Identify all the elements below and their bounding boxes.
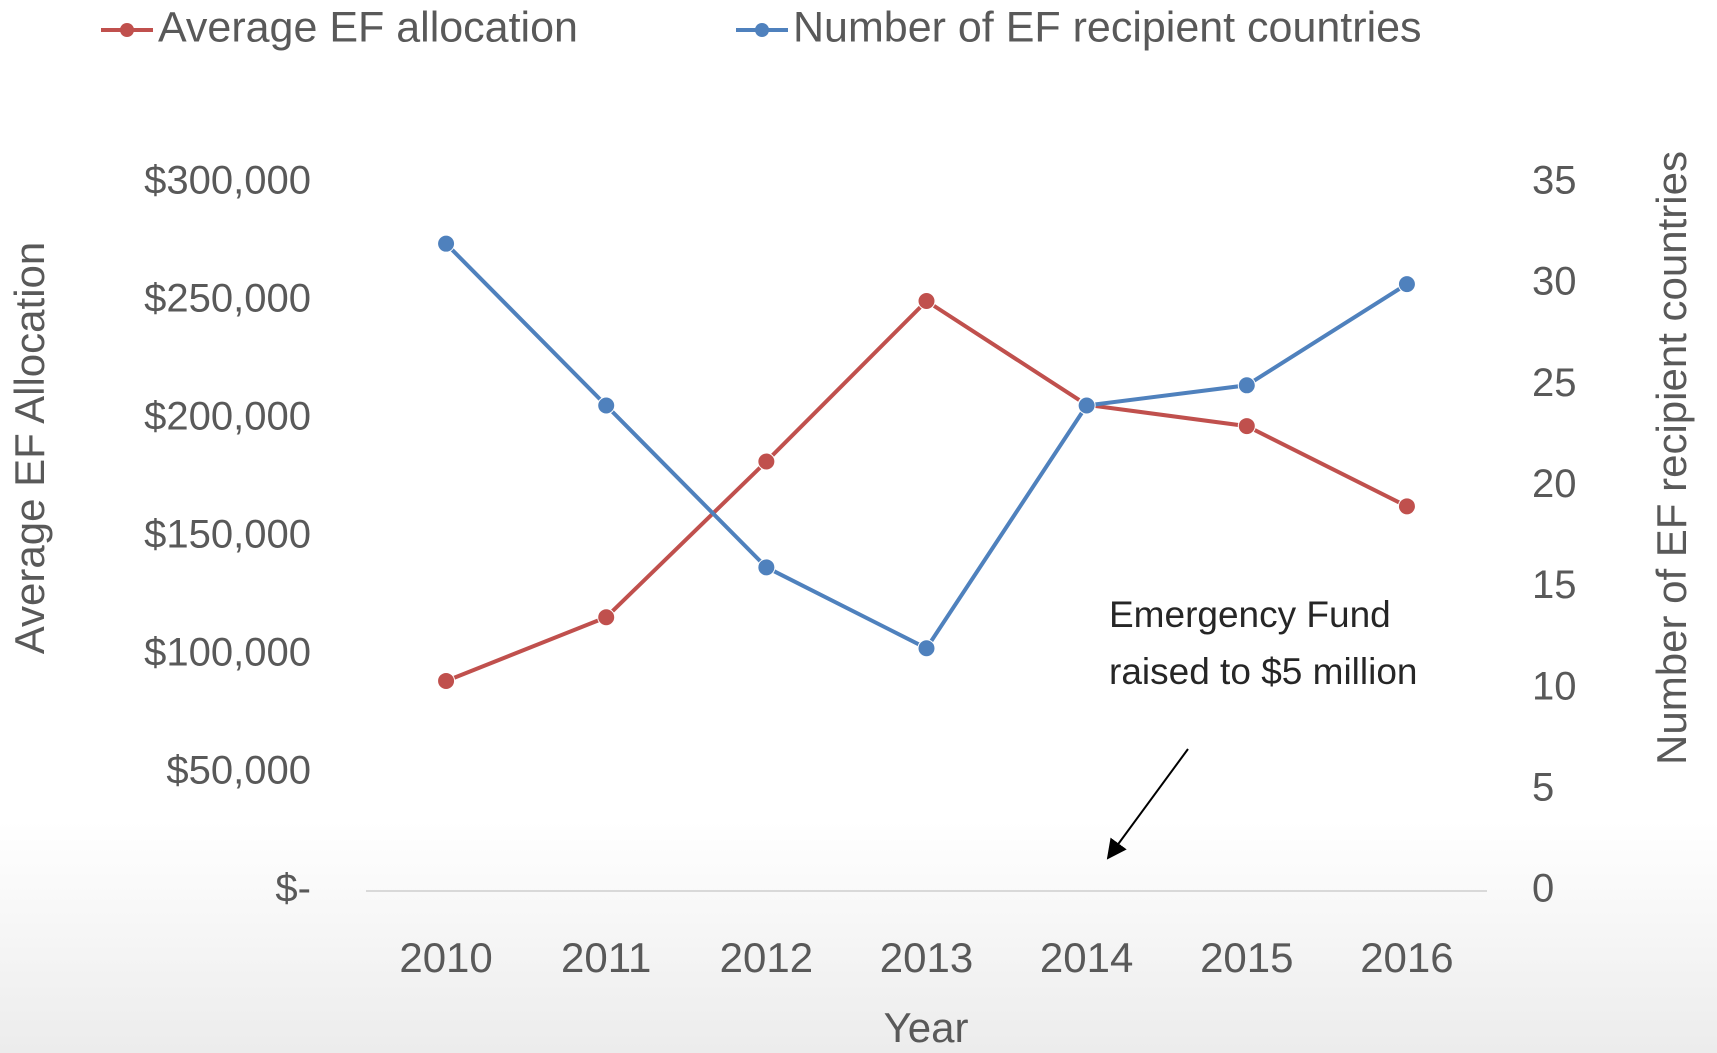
point bbox=[437, 671, 456, 690]
y-tick-label: $150,000 bbox=[144, 513, 311, 557]
legend-marker bbox=[755, 23, 769, 37]
y2-tick-label: 35 bbox=[1532, 159, 1577, 203]
y-tick-label: $50,000 bbox=[166, 749, 311, 793]
point bbox=[1397, 497, 1416, 516]
x-tick-label: 2011 bbox=[561, 934, 651, 981]
y2-tick-label: 5 bbox=[1532, 765, 1554, 809]
x-axis-title: Year bbox=[884, 1004, 969, 1051]
y-tick-label: $300,000 bbox=[144, 159, 311, 203]
point bbox=[757, 558, 776, 577]
point bbox=[757, 452, 776, 471]
y-tick-label: $- bbox=[275, 867, 311, 911]
legend-label: Average EF allocation bbox=[158, 3, 578, 51]
x-tick-label: 2014 bbox=[1040, 934, 1133, 981]
y2-tick-label: 15 bbox=[1532, 563, 1577, 607]
point bbox=[917, 639, 936, 658]
y-tick-label: $100,000 bbox=[144, 631, 311, 675]
annotation: Emergency Fund raised to $5 million bbox=[1109, 594, 1418, 692]
y2-tick-label: 10 bbox=[1532, 664, 1577, 708]
y2-tick-label: 30 bbox=[1532, 260, 1577, 304]
y2-tick-label: 0 bbox=[1532, 867, 1554, 911]
x-tick-label: 2016 bbox=[1360, 934, 1453, 981]
y-tick-label: $250,000 bbox=[144, 277, 311, 321]
legend-label: Number of EF recipient countries bbox=[793, 3, 1422, 51]
point bbox=[917, 292, 936, 310]
point bbox=[1237, 376, 1256, 395]
x-tick-label: 2013 bbox=[880, 934, 973, 981]
point bbox=[1077, 396, 1096, 415]
point bbox=[437, 234, 456, 253]
legend-marker bbox=[120, 23, 134, 37]
point bbox=[1397, 275, 1416, 294]
annotation-arrow bbox=[1106, 748, 1189, 860]
point bbox=[597, 396, 616, 415]
y-tick-label: $200,000 bbox=[144, 395, 311, 439]
point bbox=[597, 608, 616, 627]
x-tick-label: 2015 bbox=[1200, 934, 1293, 981]
y-axis-title: Average EF Allocation bbox=[6, 242, 53, 654]
y2-tick-label: 25 bbox=[1532, 361, 1577, 405]
y2-axis-title: Number of EF recipient countries bbox=[1648, 151, 1695, 765]
point bbox=[1237, 417, 1256, 436]
y2-tick-label: 20 bbox=[1532, 462, 1577, 506]
x-tick-label: 2010 bbox=[399, 934, 492, 981]
x-tick-label: 2012 bbox=[720, 934, 813, 981]
